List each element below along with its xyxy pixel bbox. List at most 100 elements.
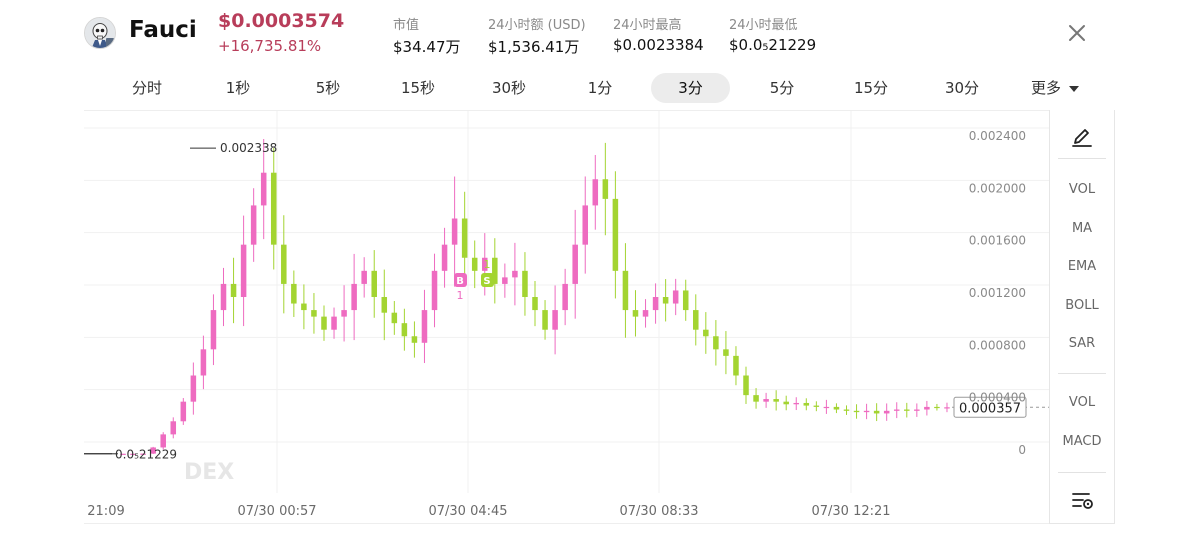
candle-body	[833, 406, 840, 410]
candle-body	[170, 421, 177, 435]
candle-body	[853, 410, 860, 413]
close-icon[interactable]	[1066, 22, 1088, 44]
toolbar-divider	[1058, 158, 1106, 159]
current-price: $0.0003574	[218, 10, 345, 32]
candle-body	[572, 244, 578, 284]
tab-interval-1m[interactable]: 1分	[587, 79, 613, 97]
candle-body	[371, 270, 377, 297]
candle-body	[281, 244, 287, 284]
candle-body	[220, 283, 227, 311]
candle-body	[291, 283, 297, 304]
indicator-sar[interactable]: SAR	[1068, 336, 1096, 351]
tab-interval-30m[interactable]: 30分	[944, 79, 980, 97]
sell-marker-letter: S	[483, 276, 490, 287]
candle-body	[361, 270, 367, 284]
candle-body	[944, 407, 950, 409]
candle-body	[270, 172, 277, 245]
candle-body	[562, 283, 568, 311]
candlestick-chart[interactable]: DEX 0.002338 0.0₅21229 B 1 1 S 0.000357 0.0024…	[84, 110, 1050, 524]
x-tick-label: 07/30 04:45	[428, 504, 507, 519]
candle-body	[311, 310, 317, 317]
candle-body	[421, 310, 428, 343]
candle-body	[883, 410, 890, 414]
candle-body	[914, 409, 920, 411]
tab-interval-15m[interactable]: 15分	[853, 79, 889, 97]
candle-body	[652, 297, 659, 311]
sell-marker-count: 1	[484, 258, 491, 271]
stat-24h-high: 24小时最高 $0.0023384	[613, 14, 704, 54]
price-change: +16,735.81%	[218, 37, 322, 55]
y-tick-label: 0.001200	[969, 286, 1026, 300]
candle-body	[713, 336, 719, 350]
indicator-ma[interactable]: MA	[1071, 221, 1093, 236]
candle-body	[863, 410, 870, 413]
chevron-down-icon	[1069, 85, 1079, 92]
candle-body	[843, 409, 850, 411]
candle-body	[733, 355, 739, 376]
candle-body	[723, 349, 729, 356]
candle-body	[200, 349, 207, 376]
tab-interval-5s[interactable]: 5秒	[315, 79, 341, 97]
stat-label: 24小时额 (USD)	[488, 18, 586, 33]
candle-body	[250, 205, 257, 245]
candle-body	[341, 310, 347, 317]
y-tick-label: 0.000400	[969, 391, 1026, 405]
candle-body	[823, 406, 830, 409]
stat-value: $0.0023384	[613, 36, 704, 54]
candle-body	[763, 399, 769, 402]
tab-interval-line[interactable]: 分时	[131, 79, 162, 97]
token-name: Fauci	[129, 17, 197, 43]
candle-body	[682, 290, 689, 311]
candle-body	[190, 375, 197, 402]
more-intervals-dropdown[interactable]: 更多	[1020, 73, 1090, 103]
chart-canvas[interactable]: DEX 0.002338 0.0₅21229 B 1 1 S 0.000357 0.0024…	[84, 111, 1050, 525]
candle-body	[230, 283, 237, 297]
candle-body	[512, 270, 518, 278]
candle-body	[693, 310, 699, 330]
current-price-label: 0.000357	[959, 401, 1021, 416]
candle-body	[130, 453, 136, 455]
dex-watermark: DEX	[184, 460, 234, 485]
tab-interval-30s[interactable]: 30秒	[491, 79, 527, 97]
buy-marker	[454, 273, 467, 287]
pen-draw-icon[interactable]	[1050, 122, 1114, 148]
candle-body	[934, 406, 940, 409]
candle-body	[743, 375, 749, 396]
candle-body	[803, 402, 810, 406]
sub-indicator-vol[interactable]: VOL	[1068, 395, 1096, 410]
candle-body	[401, 323, 408, 337]
stat-label: 24小时最低	[729, 18, 798, 33]
current-price-tag	[953, 396, 1027, 418]
candle-body	[873, 410, 880, 414]
candle-body	[662, 297, 669, 304]
indicator-vol[interactable]: VOL	[1068, 182, 1096, 197]
y-tick-label: 0.002400	[969, 129, 1026, 143]
buy-marker-letter: B	[456, 276, 464, 287]
toolbar-divider	[1058, 472, 1106, 473]
sub-indicator-macd[interactable]: MACD	[1062, 434, 1102, 449]
candle-body	[260, 172, 267, 206]
candle-body	[301, 303, 307, 311]
candle-body	[642, 310, 649, 317]
sell-marker	[481, 273, 494, 287]
tab-interval-3m[interactable]: 3分	[651, 73, 730, 103]
y-tick-label: 0.001600	[969, 234, 1026, 248]
candle-body	[351, 283, 357, 311]
y-tick-label: 0	[1018, 443, 1026, 457]
candle-body	[210, 310, 217, 350]
chart-toolbar: VOL MA EMA BOLL SAR VOL MACD	[1049, 110, 1115, 524]
indicator-boll[interactable]: BOLL	[1065, 298, 1099, 313]
tab-interval-15s[interactable]: 15秒	[400, 79, 436, 97]
tab-interval-1s[interactable]: 1秒	[225, 79, 251, 97]
candle-body	[461, 218, 468, 258]
candle-body	[622, 270, 629, 311]
indicator-settings-icon[interactable]	[1050, 488, 1114, 512]
low-marker-label: 0.0₅21229	[115, 448, 177, 462]
candle-body	[492, 257, 498, 284]
indicator-ema[interactable]: EMA	[1067, 259, 1097, 274]
candle-body	[471, 257, 478, 271]
stat-24h-volume: 24小时额 (USD) $1,536.41万	[488, 14, 586, 57]
candle-body	[783, 401, 789, 405]
tab-interval-5m[interactable]: 5分	[769, 79, 795, 97]
